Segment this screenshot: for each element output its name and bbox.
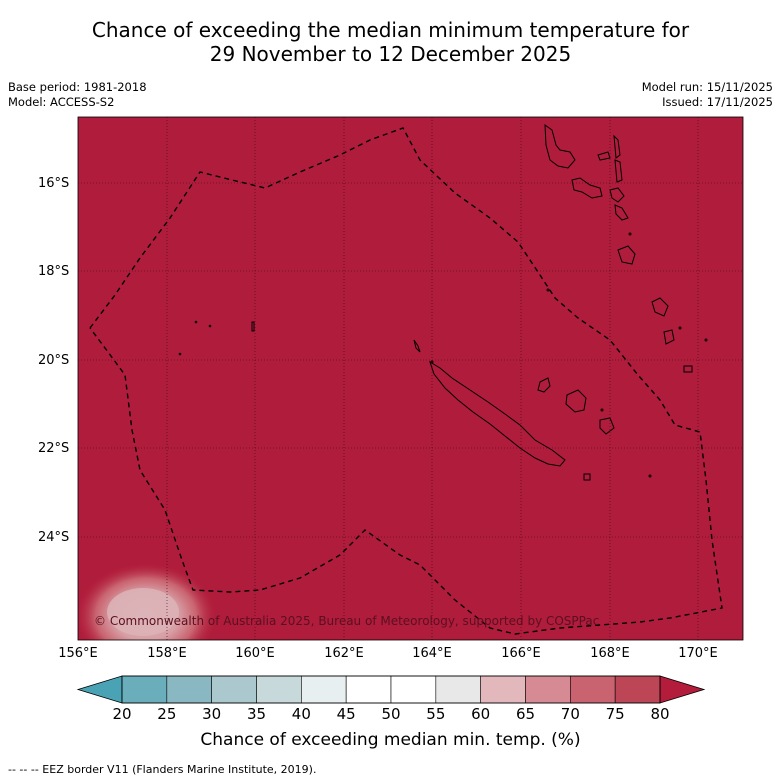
colorbar-segment: [525, 675, 571, 704]
colorbar-frame: [121, 675, 661, 704]
eez-footnote: -- -- -- EEZ border V11 (Flanders Marine…: [8, 763, 317, 776]
issued-date: Issued: 17/11/2025: [662, 95, 773, 109]
mare-island: [599, 417, 615, 435]
lon-label-162e: 162°E: [324, 646, 364, 661]
lat-label-20s: 20°S: [38, 353, 70, 368]
colorbar-segment: [256, 675, 302, 704]
colorbar-extend-low: [76, 675, 123, 704]
lon-label-160e: 160°E: [235, 646, 275, 661]
lon-label-168e: 168°E: [590, 646, 630, 661]
lon-label-170e: 170°E: [678, 646, 718, 661]
belep-islands: [413, 339, 421, 353]
gridlines: [78, 117, 743, 640]
lifou-island: [565, 389, 587, 413]
ambrym-island: [609, 187, 625, 203]
colorbar-tick-label: 65: [515, 705, 536, 723]
lat-label-18s: 18°S: [38, 264, 70, 279]
tanna-island: [663, 329, 675, 345]
lon-label-156e: 156°E: [58, 646, 98, 661]
colorbar-tick-label: 50: [381, 705, 401, 723]
lat-label-16s: 16°S: [38, 176, 70, 191]
ambae-island: [597, 151, 611, 161]
title-line-2: 29 November to 12 December 2025: [209, 42, 572, 66]
colorbar-tick-label: 45: [336, 705, 356, 723]
lon-label-158e: 158°E: [147, 646, 187, 661]
colorbar-segment: [121, 675, 168, 704]
colorbar-segment: [211, 675, 257, 704]
map-area: [78, 117, 743, 640]
erromango-island: [651, 297, 669, 317]
epi-island: [614, 204, 629, 221]
meta-right: Model run: 15/11/2025 Issued: 17/11/2025: [642, 80, 773, 110]
isle-of-pines: [583, 473, 591, 481]
base-period: Base period: 1981-2018: [8, 80, 147, 94]
colorbar-tick-label: 25: [157, 705, 177, 723]
colorbar-segment: [480, 675, 526, 704]
new-caledonia-island: [429, 360, 566, 467]
efate-island: [617, 245, 636, 265]
maewo-island: [613, 134, 621, 159]
pentecost-island: [614, 159, 623, 183]
model-run: Model run: 15/11/2025: [641, 80, 773, 94]
colorbar-segment: [390, 675, 437, 704]
ouvea-island: [537, 377, 551, 393]
colorbar-segment: [301, 675, 347, 704]
espiritu-santo-island: [544, 123, 576, 169]
colorbar-title: Chance of exceeding median min. temp. (%…: [200, 730, 581, 750]
colorbar-tick-label: 55: [426, 705, 446, 723]
title-line-1: Chance of exceeding the median minimum t…: [91, 18, 690, 42]
lon-label-164e: 164°E: [412, 646, 452, 661]
colorbar-segment: [570, 675, 616, 704]
colorbar: [76, 675, 706, 704]
map-frame: [77, 116, 744, 641]
copyright-watermark: © Commonwealth of Australia 2025, Bureau…: [94, 614, 600, 628]
malakula-island: [571, 177, 603, 199]
aneityum-island: [683, 365, 693, 373]
colorbar-tick-label: 30: [202, 705, 222, 723]
small-islets: [178, 232, 708, 478]
colorbar-segment: [166, 675, 212, 704]
colorbar-tick-label: 75: [605, 705, 625, 723]
map-title: Chance of exceeding the median minimum t…: [0, 18, 781, 66]
meta-left: Base period: 1981-2018 Model: ACCESS-S2: [8, 80, 147, 110]
model-name: Model: ACCESS-S2: [8, 95, 115, 109]
eez-border: [89, 127, 723, 635]
lat-label-22s: 22°S: [38, 441, 70, 456]
colorbar-segment: [614, 675, 661, 704]
colorbar-segment: [435, 675, 481, 704]
colorbar-tick-label: 35: [246, 705, 267, 723]
colorbar-tick-label: 80: [650, 705, 670, 723]
colorbar-tick-label: 40: [291, 705, 311, 723]
colorbar-tick-label: 20: [112, 705, 132, 723]
probability-patch-core: [107, 588, 179, 636]
colorbar-segment: [345, 675, 392, 704]
colorbar-tick-label: 70: [560, 705, 580, 723]
colorbar-tick-label: 60: [471, 705, 491, 723]
colorbar-extend-high: [659, 675, 706, 704]
lat-label-24s: 24°S: [38, 530, 70, 545]
lon-label-166e: 166°E: [501, 646, 541, 661]
